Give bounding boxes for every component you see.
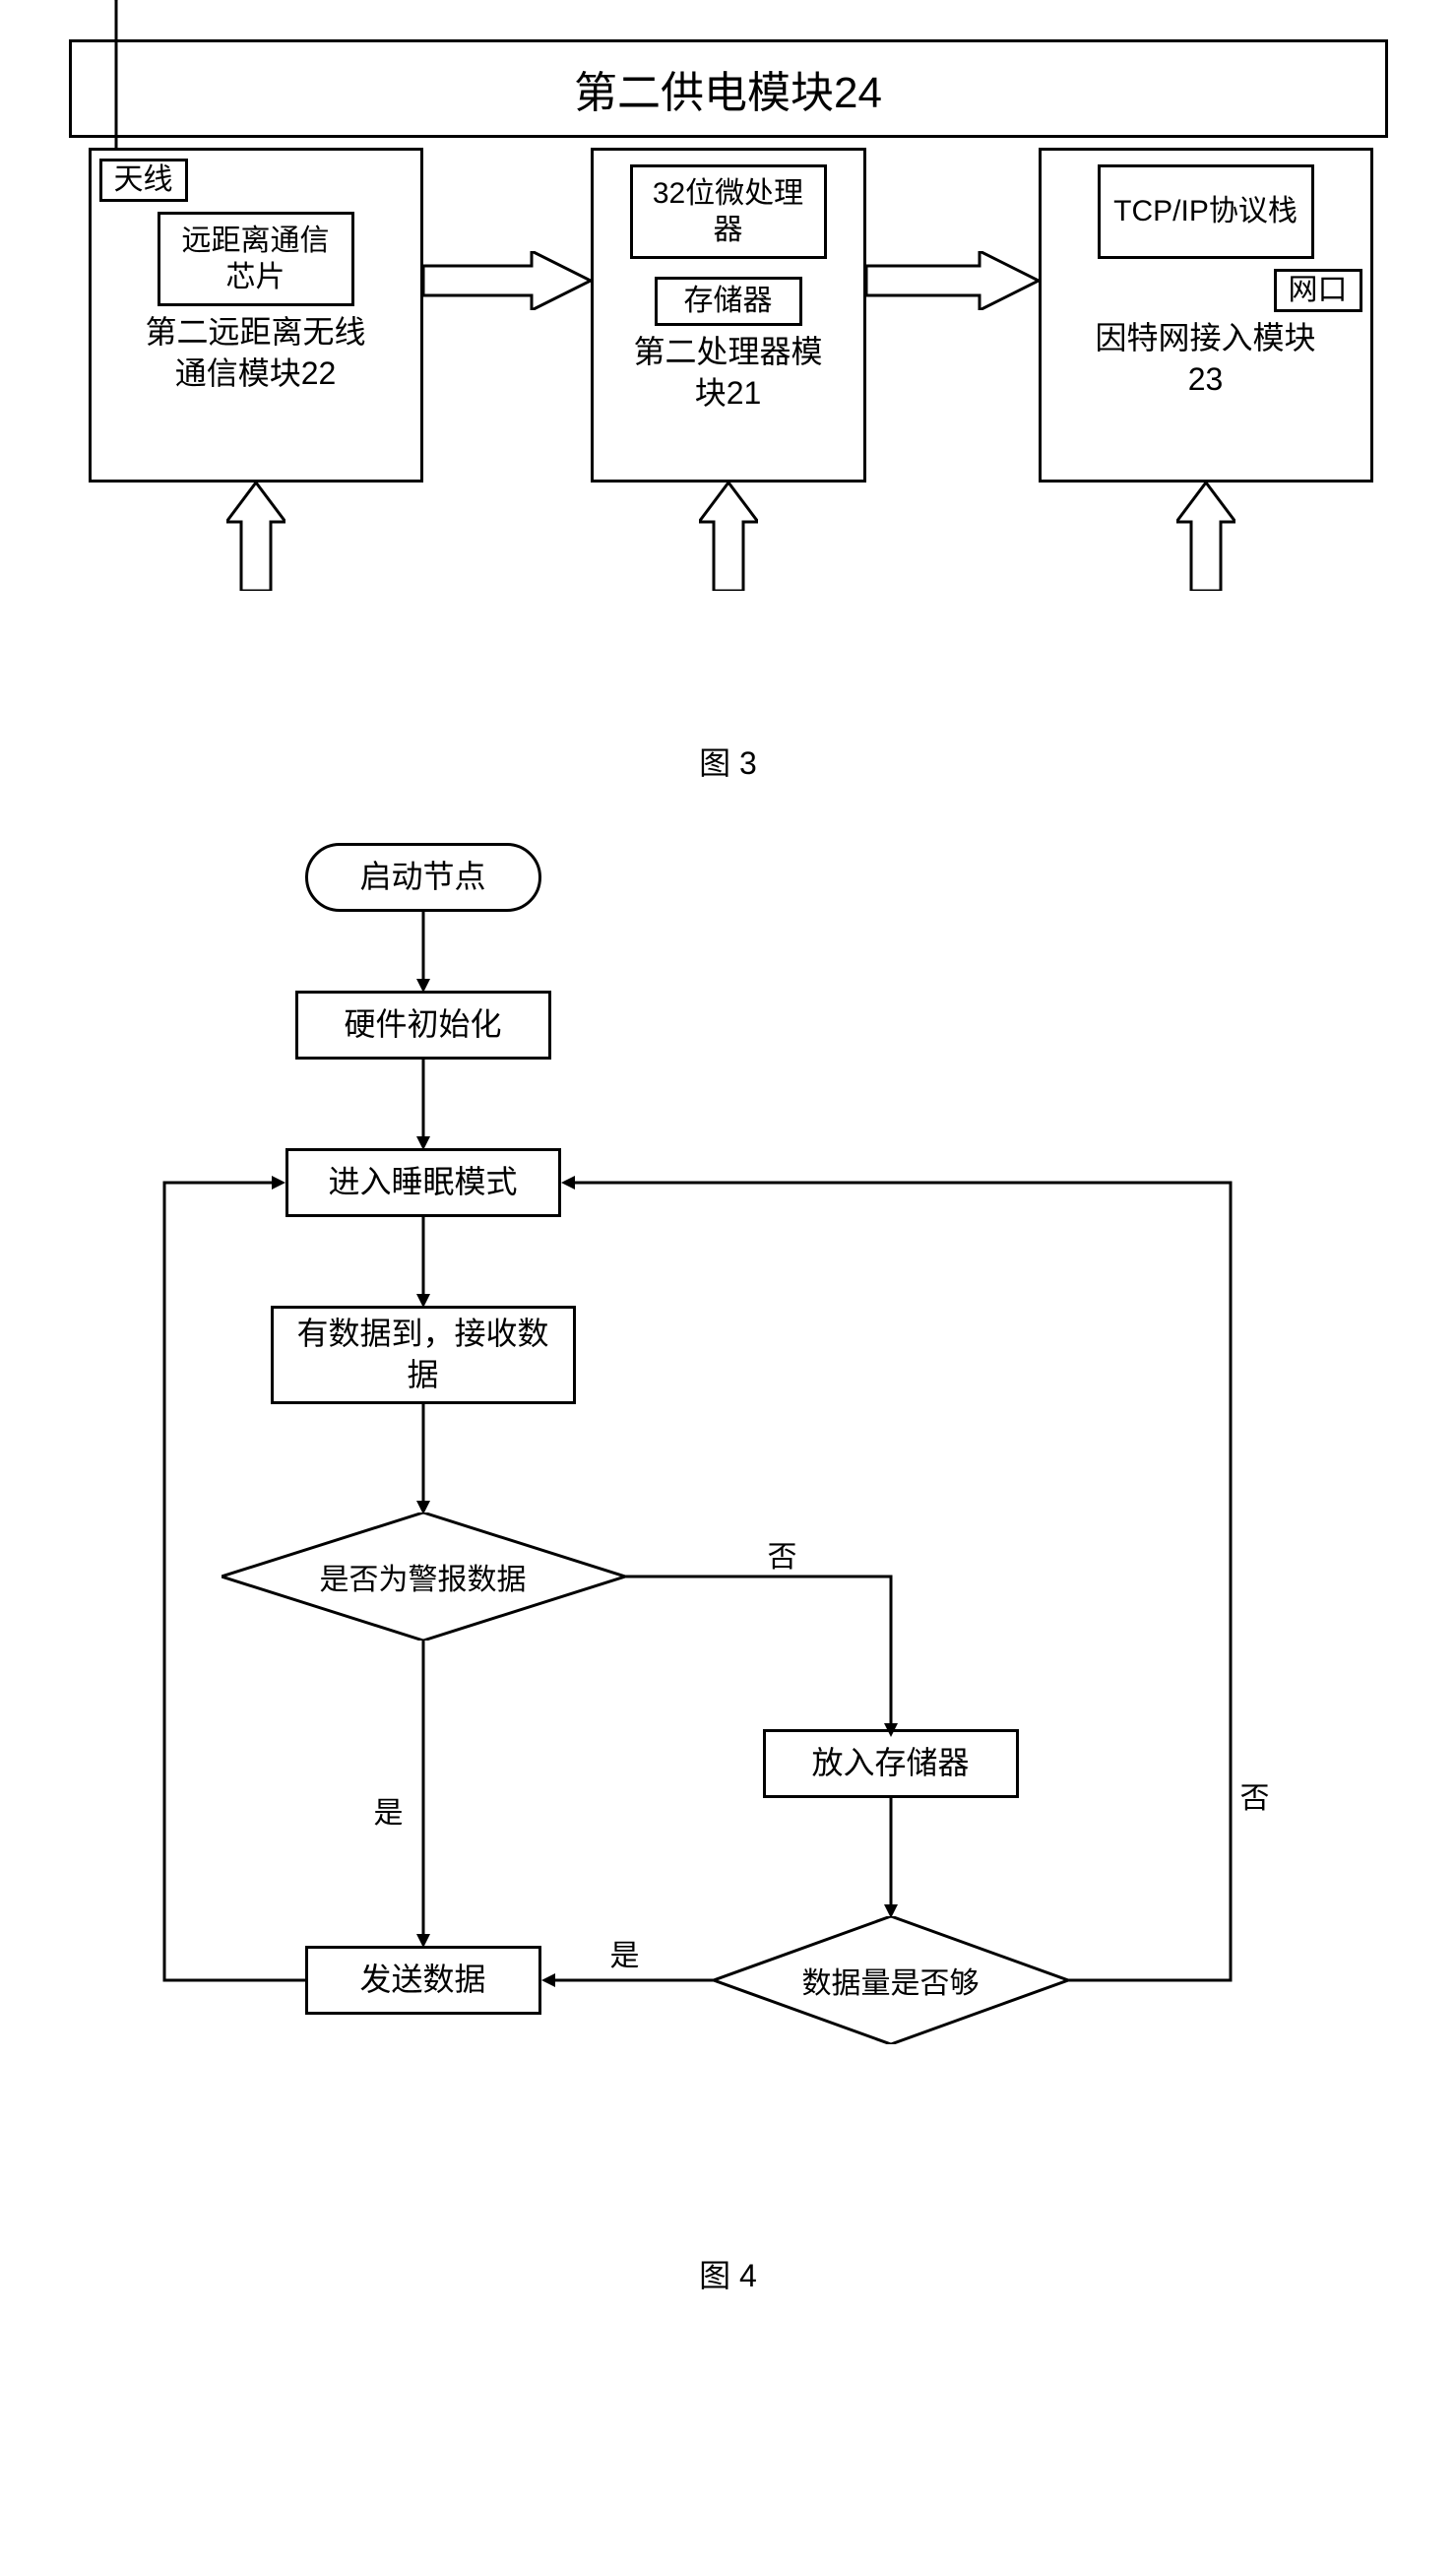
start-label: 启动节点 (359, 857, 485, 898)
antenna-icon (96, 0, 136, 148)
alarm-yes-label: 是 (374, 1788, 404, 1832)
antenna-label: 天线 (114, 161, 173, 199)
store-label: 放入存储器 (811, 1743, 969, 1784)
arrow-b-to-c (866, 251, 1039, 310)
edge-store-enough (884, 1798, 898, 1918)
edge-sleep-recv (416, 1217, 430, 1308)
recv-node: 有数据到，接收数据 (271, 1306, 576, 1404)
send-label: 发送数据 (359, 1960, 485, 2001)
alarm-decision: 是否为警报数据 (222, 1513, 625, 1641)
init-label: 硬件初始化 (344, 1004, 501, 1046)
netport-box: 网口 (1274, 269, 1362, 312)
comm-chip-label: 远距离通信芯片 (170, 223, 342, 296)
edge-enough-yes (541, 1973, 716, 1987)
enough-yes-label: 是 (610, 1931, 640, 1974)
memory-box: 存储器 (655, 277, 802, 326)
edge-init-sleep (416, 1060, 430, 1150)
arrow-power-to-b (699, 483, 758, 591)
antenna-label-box: 天线 (99, 159, 188, 202)
processor-module-label: 第二处理器模块21 (620, 332, 837, 414)
wireless-module-label: 第二远距离无线通信模块22 (143, 312, 369, 394)
enough-decision: 数据量是否够 (714, 1916, 1068, 2044)
recv-label: 有数据到，接收数据 (289, 1314, 557, 1395)
figure-3-caption: 图 3 (39, 739, 1418, 784)
arrow-power-to-a (226, 483, 285, 591)
cpu-box: 32位微处理器 (630, 164, 827, 259)
figure-4: 启动节点 硬件初始化 进入睡眠模式 有数据到，接收数据 是否为警报数据 放入存储… (138, 843, 1319, 2221)
internet-module-label: 因特网接入模块23 (1093, 318, 1319, 400)
alarm-label: 是否为警报数据 (320, 1555, 527, 1598)
cpu-label: 32位微处理器 (643, 175, 814, 249)
power-module: 第二供电模块24 (69, 39, 1388, 138)
arrow-power-to-c (1176, 483, 1235, 591)
figure-3: 天线 远距离通信芯片 第二远距离无线通信模块22 32位微处理器 存储器 第二处… (69, 39, 1388, 709)
edge-alarm-no (625, 1570, 911, 1737)
wireless-comm-module: 天线 远距离通信芯片 第二远距离无线通信模块22 (89, 148, 423, 483)
tcpip-label: TCP/IP协议栈 (1113, 193, 1298, 230)
sleep-label: 进入睡眠模式 (328, 1162, 517, 1203)
arrow-a-to-b (423, 251, 591, 310)
edge-alarm-yes (416, 1641, 430, 1948)
processor-module: 32位微处理器 存储器 第二处理器模块21 (591, 148, 866, 483)
alarm-no-label: 否 (768, 1532, 797, 1576)
netport-label: 网口 (1289, 272, 1348, 309)
tcpip-box: TCP/IP协议栈 (1098, 164, 1314, 259)
comm-chip-box: 远距离通信芯片 (158, 212, 354, 306)
edge-recv-alarm (416, 1404, 430, 1514)
figure-4-caption: 图 4 (39, 2251, 1418, 2296)
send-node: 发送数据 (305, 1946, 541, 2015)
start-node: 启动节点 (305, 843, 541, 912)
memory-label: 存储器 (684, 283, 773, 320)
init-node: 硬件初始化 (295, 991, 551, 1060)
power-module-label: 第二供电模块24 (574, 57, 882, 120)
store-node: 放入存储器 (763, 1729, 1019, 1798)
sleep-node: 进入睡眠模式 (285, 1148, 561, 1217)
edge-enough-no (561, 1176, 1250, 1993)
edge-start-init (416, 912, 430, 993)
enough-label: 数据量是否够 (802, 1959, 980, 2002)
internet-module: TCP/IP协议栈 网口 因特网接入模块23 (1039, 148, 1373, 483)
enough-no-label: 否 (1240, 1773, 1270, 1817)
